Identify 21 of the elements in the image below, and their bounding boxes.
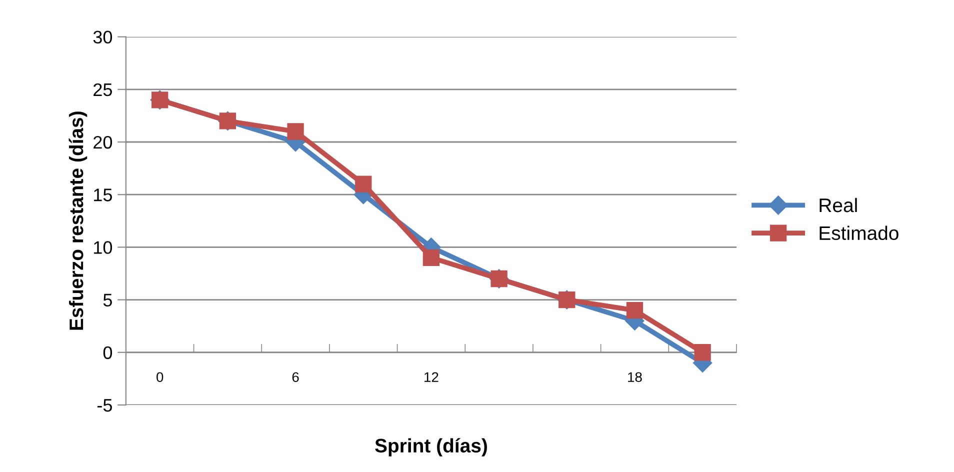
x-tick-label: 6 [292, 372, 299, 382]
y-tick-label: 5 [103, 294, 112, 307]
point [355, 176, 372, 192]
y-axis-title: Esfuerzo restante (días) [68, 112, 88, 330]
y-tick-label: -5 [97, 399, 112, 412]
y-tick-label: 15 [94, 188, 112, 202]
x-tick-label: 18 [628, 372, 642, 382]
y-tick-label: 20 [94, 136, 112, 149]
y-tick-label: 25 [94, 83, 112, 96]
legend-label: Estimado [820, 226, 898, 240]
y-tick-label: 30 [93, 30, 112, 44]
point [694, 344, 711, 361]
point [626, 302, 644, 319]
point [422, 249, 440, 266]
point [287, 123, 304, 140]
x-tick-label: 12 [424, 372, 438, 382]
x-tick-label: 0 [156, 372, 164, 382]
y-tick-label: 10 [94, 241, 112, 254]
legend-label: Real [820, 198, 857, 212]
y-tick-label: 0 [103, 346, 112, 360]
x-axis-title: Sprint (días) [375, 438, 487, 456]
